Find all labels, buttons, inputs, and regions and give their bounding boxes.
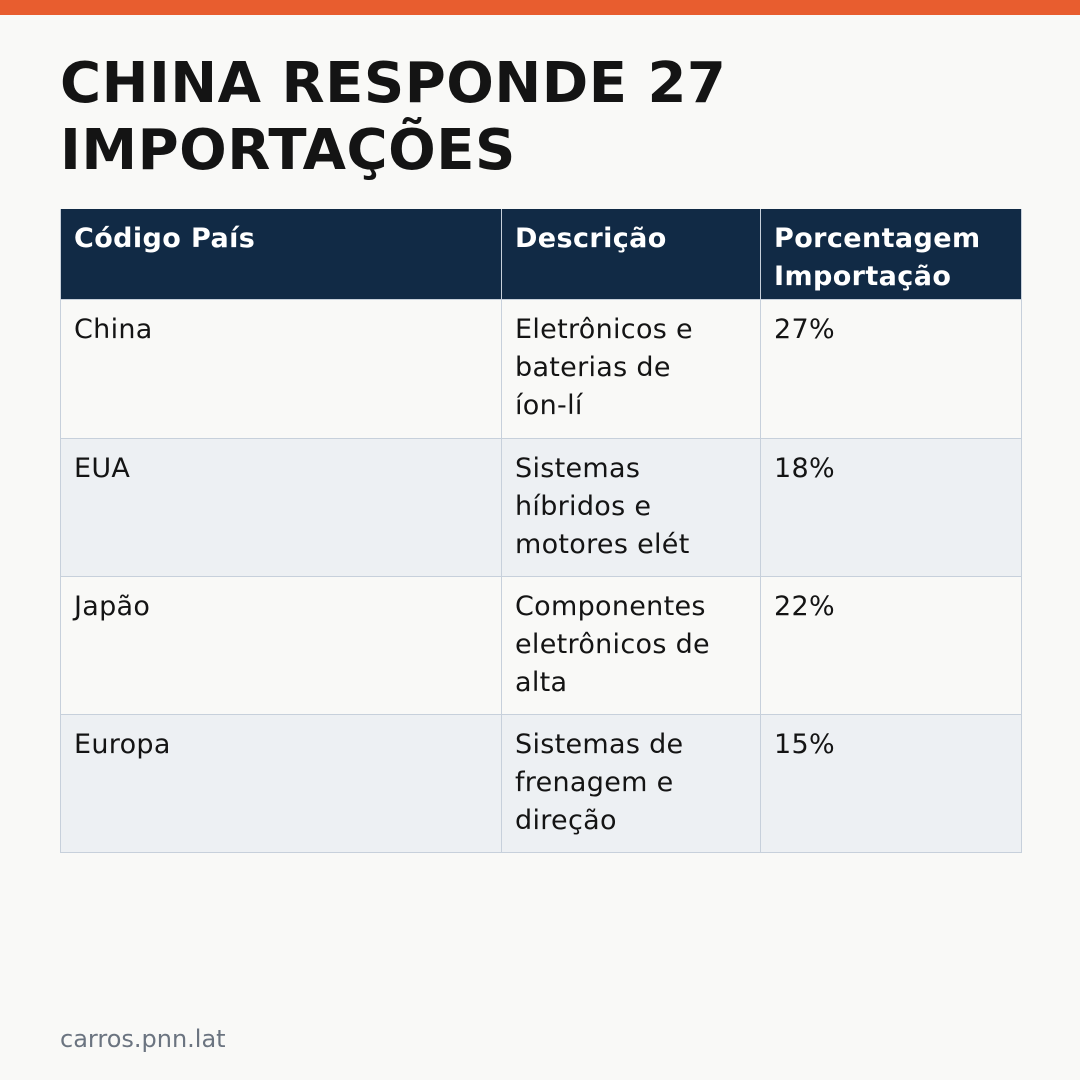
description-line: eletrônicos de: [515, 628, 710, 660]
header-description-label: Descrição: [515, 223, 667, 254]
percentage-cell: 22%: [760, 575, 1022, 715]
header-country-code-label: Código País: [74, 223, 256, 254]
description-line: Sistemas de: [515, 728, 684, 760]
description-line: baterias de: [515, 351, 671, 383]
description-line: motores elét: [515, 528, 690, 560]
country-cell: China: [60, 298, 502, 439]
table-body: China Eletrônicos e baterias de íon-lí 27%…: [60, 298, 1022, 853]
page-title: CHINA RESPONDE 27 IMPORTAÇÕES: [60, 50, 1020, 184]
title-line-2: IMPORTAÇÕES: [60, 118, 516, 183]
description-line: frenagem e: [515, 766, 674, 798]
title-line-1: CHINA RESPONDE 27: [60, 51, 727, 116]
table-row: Japão Componentes eletrônicos de alta 22%: [60, 575, 1022, 715]
source-footer: carros.pnn.lat: [60, 1025, 226, 1053]
description-cell: Sistemas híbridos e motores elét: [501, 437, 761, 577]
description-line: híbridos e: [515, 490, 652, 522]
table-header: Código País Descrição Porcentagem Importa…: [60, 209, 1022, 300]
description-line: alta: [515, 666, 568, 698]
table-header-row: Código País Descrição Porcentagem Importa…: [60, 209, 1022, 300]
table-row: China Eletrônicos e baterias de íon-lí 27%: [60, 298, 1022, 439]
header-import-percentage: Porcentagem Importação: [760, 209, 1022, 300]
import-table: Código País Descrição Porcentagem Importa…: [60, 209, 1022, 853]
description-line: Componentes: [515, 590, 706, 622]
country-cell: Japão: [60, 575, 502, 715]
accent-bar: [0, 0, 1080, 15]
table-row: Europa Sistemas de frenagem e direção 15%: [60, 713, 1022, 853]
country-cell: EUA: [60, 437, 502, 577]
percentage-cell: 15%: [760, 713, 1022, 853]
country-cell: Europa: [60, 713, 502, 853]
description-line: direção: [515, 804, 617, 836]
description-cell: Sistemas de frenagem e direção: [501, 713, 761, 853]
description-line: Sistemas: [515, 452, 641, 484]
percentage-cell: 27%: [760, 298, 1022, 439]
description-line: Eletrônicos e: [515, 313, 693, 345]
description-cell: Eletrônicos e baterias de íon-lí: [501, 298, 761, 439]
percentage-cell: 18%: [760, 437, 1022, 577]
description-cell: Componentes eletrônicos de alta: [501, 575, 761, 715]
header-percentage-line-1: Porcentagem: [774, 223, 981, 254]
header-description: Descrição: [501, 209, 761, 300]
header-country-code: Código País: [60, 209, 502, 300]
table-row: EUA Sistemas híbridos e motores elét 18%: [60, 437, 1022, 577]
header-percentage-line-2: Importação: [774, 261, 952, 292]
description-line: íon-lí: [515, 389, 583, 421]
